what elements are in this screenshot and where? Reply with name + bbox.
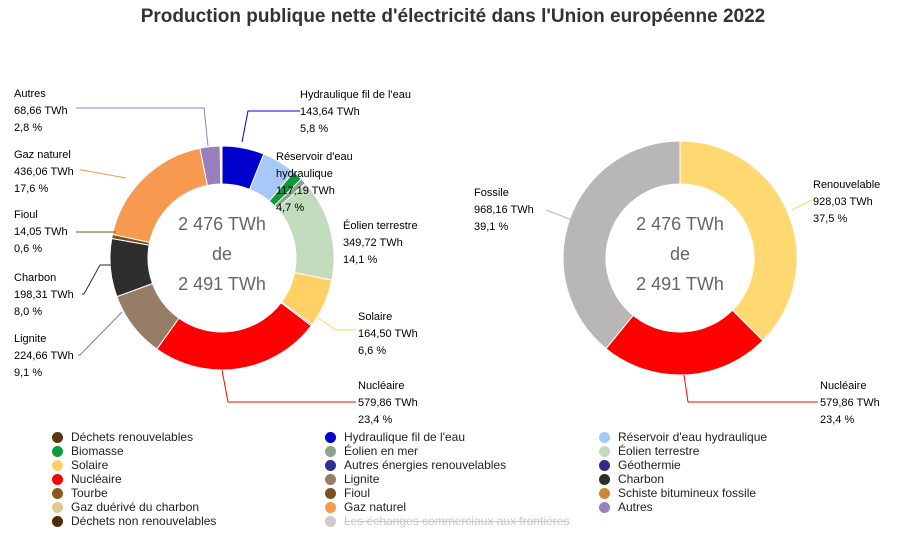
legend-label: Autres (618, 500, 653, 514)
legend-label: Biomasse (71, 444, 124, 458)
legend-item-biomasse[interactable]: Biomasse (52, 444, 124, 458)
legend-item-les-echanges-commerciaux-aux-frontieres[interactable]: Les échanges commerciaux aux frontières (325, 514, 569, 528)
legend-label: Schiste bitumineux fossile (618, 486, 757, 500)
legend-swatch (599, 487, 610, 499)
legend-swatch (599, 473, 610, 485)
data-label-nucleaire: Nucléaire 579,86 TWh 23,4 % (358, 380, 418, 426)
data-label-fossile: Fossile 968,16 TWh 39,1 % (474, 187, 534, 233)
legend-swatch (52, 473, 63, 485)
legend-swatch (52, 459, 63, 471)
legend-label: Fioul (344, 486, 371, 500)
legend-item-geothermie[interactable]: Géothermie (599, 458, 681, 472)
legend-item-dechets-renouvelables[interactable]: Déchets renouvelables (52, 430, 193, 444)
legend-swatch (325, 515, 336, 527)
connector-hydraulique-fil-de-l-eau (241, 110, 300, 143)
legend-item-eolien-en-mer[interactable]: Éolien en mer (325, 444, 418, 458)
legend-item-nucleaire[interactable]: Nucléaire (52, 472, 122, 486)
legend-swatch (52, 445, 63, 457)
legend-swatch (599, 445, 610, 457)
connector-nucleaire (221, 369, 356, 403)
legend-label: Lignite (344, 472, 380, 486)
legend-swatch (52, 431, 63, 443)
legend-item-solaire[interactable]: Solaire (52, 458, 108, 472)
connector-fossile (545, 209, 573, 221)
legend-label: Autres énergies renouvelables (344, 458, 507, 472)
charts-canvas: 2 476 TWh de 2 491 TWh Hydraulique fil de l… (14, 88, 880, 426)
legend-item-gaz-naturel[interactable]: Gaz naturel (325, 500, 406, 514)
center-text: 2 491 TWh (178, 274, 266, 294)
legend-swatch (325, 473, 336, 485)
connector-lignite (78, 311, 123, 356)
data-label-solaire: Solaire 164,50 TWh 6,6 % (358, 311, 418, 357)
legend-label: Charbon (618, 472, 665, 486)
data-label-autres: Autres 68,66 TWh 2,8 % (14, 88, 68, 134)
center-text: 2 476 TWh (178, 214, 266, 234)
legend-swatch (52, 487, 63, 499)
slice-nucleaire[interactable] (156, 302, 312, 371)
connector-nucleaire (683, 374, 818, 403)
legend-item-lignite[interactable]: Lignite (325, 472, 379, 486)
legend-label: Géothermie (618, 458, 681, 472)
data-label-lignite: Lignite 224,66 TWh 9,1 % (14, 333, 74, 379)
legend-label: Les échanges commerciaux aux frontières (344, 514, 570, 528)
legend-label: Gaz naturel (344, 500, 407, 514)
legend-swatch (325, 459, 336, 471)
legend-swatch (52, 515, 63, 527)
legend-item-fioul[interactable]: Fioul (325, 486, 370, 500)
legend-item-reservoir-d-eau-hydraulique[interactable]: Réservoir d'eau hydraulique (599, 430, 767, 444)
center-text: 2 491 TWh (636, 274, 724, 294)
connector-gaz-naturel (80, 169, 127, 179)
connector-charbon (82, 264, 112, 295)
legend-swatch (325, 487, 336, 499)
legend-swatch (599, 501, 610, 513)
data-label-hydraulique-fil-de-l-eau: Hydraulique fil de l'eau 143,64 TWh 5,8 % (300, 89, 411, 135)
legend-item-autres-energies-renouvelables[interactable]: Autres énergies renouvelables (325, 458, 506, 472)
slice-renouvelable[interactable] (679, 140, 798, 342)
data-label-fioul: Fioul 14,05 TWh 0,6 % (14, 209, 68, 255)
legend-label: Solaire (71, 458, 109, 472)
center-text: de (670, 244, 690, 264)
legend-swatch (599, 459, 610, 471)
slice-fossile[interactable] (562, 140, 681, 350)
legend-item-autres[interactable]: Autres (599, 500, 653, 514)
donut-chart-categories: 2 476 TWh de 2 491 TWh Renouvelable 928,03 T… (474, 140, 880, 426)
legend-label: Gaz duérivé du charbon (71, 500, 200, 514)
legend-label: Nucléaire (71, 472, 122, 486)
legend-swatch (52, 501, 63, 513)
data-label-nucleaire: Nucléaire 579,86 TWh 23,4 % (820, 380, 880, 426)
center-text: de (212, 244, 232, 264)
connector-renouvelable (791, 199, 813, 211)
connector-autres (76, 107, 209, 147)
legend-swatch (325, 431, 336, 443)
legend-label: Déchets renouvelables (71, 430, 194, 444)
legend-swatch (325, 445, 336, 457)
data-label-eolien-terrestre: Éolien terrestre 349,72 TWh 14,1 % (343, 219, 418, 266)
legend-item-schiste-bitumineux-fossile[interactable]: Schiste bitumineux fossile (599, 486, 756, 500)
chart-title: Production publique nette d'électricité … (140, 6, 766, 27)
legend-item-charbon[interactable]: Charbon (599, 472, 664, 486)
donut-chart-production: 2 476 TWh de 2 491 TWh Hydraulique fil de l… (14, 88, 418, 426)
legend-item-tourbe[interactable]: Tourbe (52, 486, 108, 500)
data-label-renouvelable: Renouvelable 928,03 TWh 37,5 % (813, 179, 880, 225)
data-label-charbon: Charbon 198,31 TWh 8,0 % (14, 272, 74, 318)
legend-label: Réservoir d'eau hydraulique (618, 430, 768, 444)
data-label-reservoir-d-eau-hydraulique: Réservoir d'eau hydraulique 117,19 TWh 4,7 … (276, 151, 353, 214)
legend-label: Éolien terrestre (618, 444, 700, 458)
legend-label: Tourbe (71, 486, 108, 500)
slice-dechets-renouvelables[interactable] (220, 145, 223, 185)
data-label-gaz-naturel: Gaz naturel 436,06 TWh 17,6 % (14, 149, 74, 195)
legend-label: Hydraulique fil de l'eau (344, 430, 466, 444)
legend-swatch (325, 501, 336, 513)
legend-label: Déchets non renouvelables (71, 514, 217, 528)
legend-item-gaz-duerive-du-charbon[interactable]: Gaz duérivé du charbon (52, 500, 199, 514)
legend-item-hydraulique-fil-de-l-eau[interactable]: Hydraulique fil de l'eau (325, 430, 465, 444)
legend-label: Éolien en mer (344, 444, 419, 458)
legend-swatch (599, 431, 610, 443)
center-text: 2 476 TWh (636, 214, 724, 234)
legend-item-eolien-terrestre[interactable]: Éolien terrestre (599, 444, 699, 458)
connector-solaire (317, 317, 356, 331)
legend-item-dechets-non-renouvelables[interactable]: Déchets non renouvelables (52, 514, 216, 528)
